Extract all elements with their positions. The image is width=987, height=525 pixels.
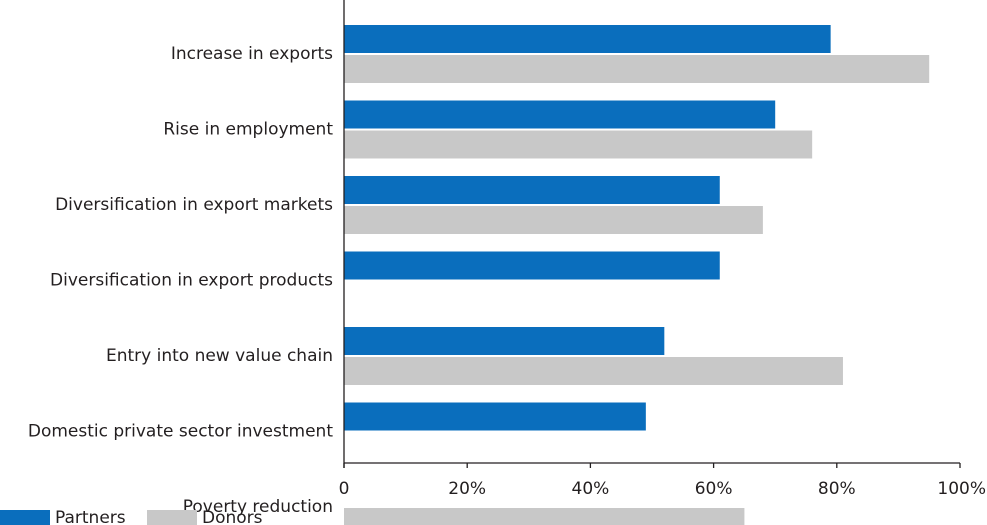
bar-donors-entry-into-new-value-chain xyxy=(344,357,843,385)
bar-donors-poverty-reduction xyxy=(344,508,745,525)
bars-group xyxy=(344,25,930,525)
legend-label-partners: Partners xyxy=(55,508,126,525)
x-tick-label: 100% xyxy=(937,479,986,499)
x-axis-ticks: 0 20% 40% 60% 80% 100% xyxy=(339,463,986,499)
bar-donors-diversification-in-export-markets xyxy=(344,206,763,234)
bar-donors-rise-in-employment xyxy=(344,130,813,159)
legend-swatch-donors xyxy=(147,510,197,525)
x-tick-label: 20% xyxy=(448,479,486,499)
bar-partners-rise-in-employment xyxy=(344,100,776,129)
bar-partners-diversification-in-export-markets xyxy=(344,176,720,204)
x-tick-label: 60% xyxy=(695,479,733,499)
category-label-rise-in-employment: Rise in employment xyxy=(163,120,333,140)
category-label-diversification-in-export-products: Diversification in export products xyxy=(50,271,333,291)
category-label-domestic-private-sector-investment: Domestic private sector investment xyxy=(28,422,333,442)
x-tick-label: 40% xyxy=(572,479,610,499)
category-label-increase-in-exports: Increase in exports xyxy=(171,44,333,64)
legend-swatch-partners xyxy=(0,510,50,525)
x-tick-label: 0 xyxy=(339,479,350,499)
category-labels: Increase in exports Rise in employment Div… xyxy=(28,44,333,517)
legend: Partners Donors xyxy=(0,508,263,525)
bar-partners-entry-into-new-value-chain xyxy=(344,327,665,355)
category-label-poverty-reduction: Poverty reduction xyxy=(183,497,333,517)
bar-donors-increase-in-exports xyxy=(344,55,930,83)
category-label-diversification-in-export-markets: Diversification in export markets xyxy=(55,195,333,215)
bar-partners-domestic-private-sector-investment xyxy=(344,402,646,431)
x-tick-label: 80% xyxy=(818,479,856,499)
legend-label-donors: Donors xyxy=(202,508,263,525)
category-label-entry-into-new-value-chain: Entry into new value chain xyxy=(106,346,333,366)
bar-partners-increase-in-exports xyxy=(344,25,831,53)
bar-partners-diversification-in-export-products xyxy=(344,251,720,280)
